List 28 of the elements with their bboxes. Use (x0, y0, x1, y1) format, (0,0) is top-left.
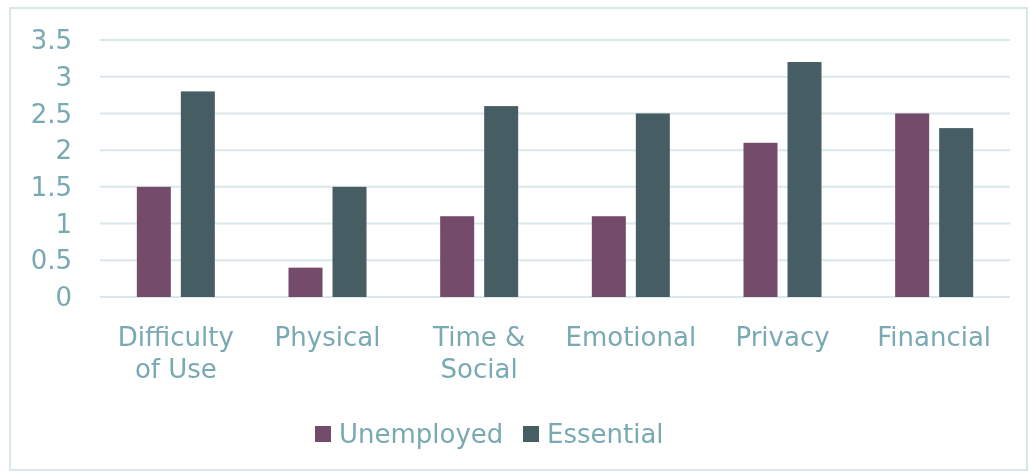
bar (635, 113, 670, 297)
x-tick-label: Difficulty of Use (117, 322, 234, 384)
bar (180, 91, 215, 297)
y-tick-label: 2 (55, 135, 72, 166)
x-tick-label: Emotional (565, 322, 697, 352)
bar (440, 216, 475, 297)
legend-label: Unemployed (339, 419, 504, 450)
y-tick-label: 1 (55, 208, 72, 239)
bar (591, 216, 626, 297)
y-tick-label: 1.5 (30, 171, 72, 202)
y-tick-label: 3 (55, 61, 72, 92)
bar (787, 62, 822, 297)
bar (484, 106, 519, 297)
bar (288, 267, 323, 297)
y-tick-label: 3.5 (30, 25, 72, 56)
x-tick-label: Financial (877, 322, 992, 352)
bar (895, 113, 930, 297)
x-tick-label: Privacy (735, 322, 830, 352)
legend-label: Essential (547, 419, 664, 450)
y-tick-label: 0.5 (30, 245, 72, 276)
y-tick-label: 0 (55, 282, 72, 313)
bar (136, 186, 171, 297)
y-tick-label: 2.5 (30, 98, 72, 129)
bar (743, 142, 778, 297)
bar (332, 186, 367, 297)
x-tick-label: Physical (274, 322, 381, 352)
x-tick-label: Time & Social (432, 322, 526, 384)
bar (939, 128, 974, 297)
